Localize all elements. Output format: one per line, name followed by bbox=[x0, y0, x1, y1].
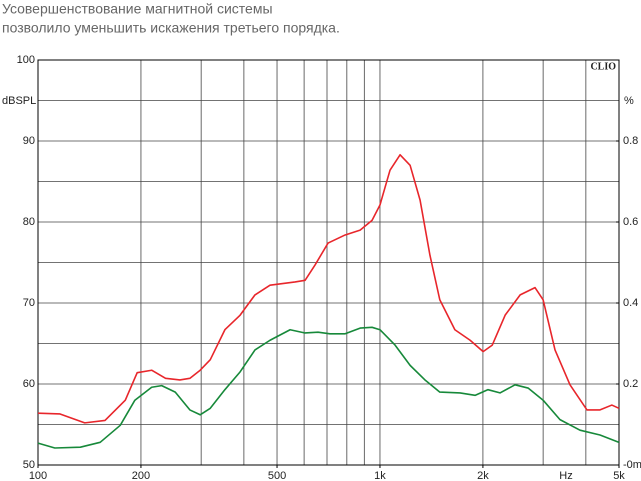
y-tick-label: 50 bbox=[23, 459, 35, 471]
data-line bbox=[37, 326, 620, 449]
y-tick-label: 90 bbox=[23, 135, 35, 147]
x-tick-label: 100 bbox=[29, 470, 47, 481]
y2-axis-label: % bbox=[624, 95, 634, 107]
y-tick-label: 80 bbox=[23, 216, 35, 228]
y2-tick-label: 0.4 bbox=[623, 297, 638, 309]
chart-subtitle: позволило уменьшить искажения третьего п… bbox=[2, 20, 340, 36]
annotation: CLIO bbox=[590, 61, 616, 72]
x-tick-label: 5k bbox=[613, 470, 625, 481]
y2-tick-label: 0.6 bbox=[623, 216, 638, 228]
data-line bbox=[37, 153, 620, 424]
x-axis-label: Hz bbox=[559, 470, 572, 481]
chart-title: Усовершенствование магнитной системы bbox=[2, 1, 273, 17]
y2-tick-label: 0.8 bbox=[623, 135, 638, 147]
y-tick-label: 100 bbox=[17, 54, 35, 66]
y2-tick-label: -0m bbox=[623, 459, 641, 471]
y-tick-label: 60 bbox=[23, 378, 35, 390]
y-tick-label: 70 bbox=[23, 297, 35, 309]
x-tick-label: 500 bbox=[268, 470, 286, 481]
plot-frame bbox=[37, 59, 620, 466]
y-axis-label: dBSPL bbox=[2, 95, 36, 107]
x-tick-label: 200 bbox=[132, 470, 150, 481]
x-tick-label: 1k bbox=[374, 470, 386, 481]
x-tick-label: 2k bbox=[477, 470, 489, 481]
y2-tick-label: 0.2 bbox=[623, 378, 638, 390]
